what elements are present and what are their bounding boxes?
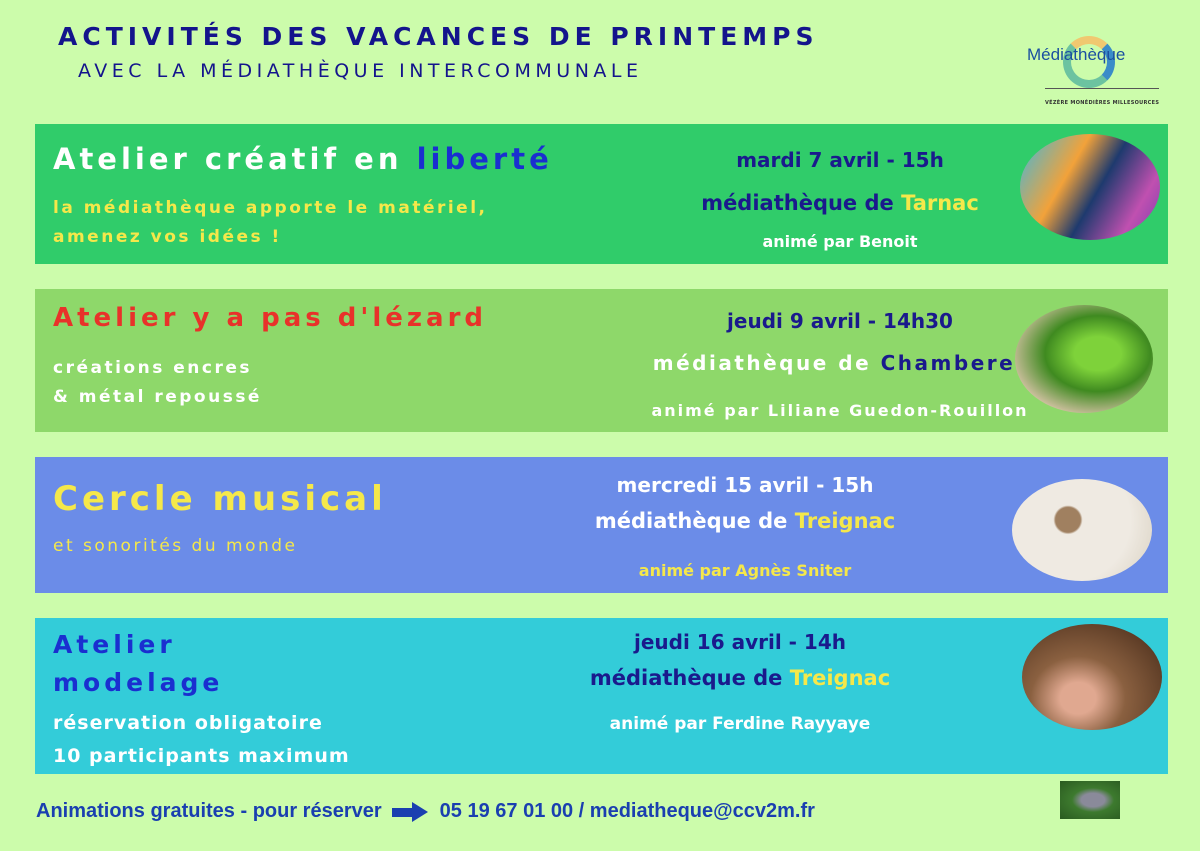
event-title: Atelier y a pas d'lézard [53, 303, 488, 333]
event-host: animé par Liliane Guedon-Rouillon [651, 401, 1029, 420]
event-description: et sonorités du monde [53, 536, 298, 556]
event-place: médiathèque de Tarnac [701, 191, 979, 215]
event-host: animé par Agnès Sniter [638, 561, 852, 580]
event-description: réservation obligatoire 10 participants m… [53, 712, 350, 767]
event-date: jeudi 16 avril - 14h [634, 630, 846, 654]
mediatheque-logo: Médiathèque VÉZÈRE MONÉDIÈRES MILLESOURC… [1015, 30, 1165, 106]
contact-info[interactable]: 05 19 67 01 00 / mediatheque@ccv2m.fr [439, 800, 815, 822]
event-place: médiathèque de Treignac [594, 509, 896, 533]
event-card-1: Atelier créatif en liberté la médiathèqu… [35, 124, 1168, 264]
clay-photo [1022, 624, 1162, 730]
event-title: Atelier créatif en liberté [53, 142, 553, 176]
logo-text: Médiathèque [1027, 45, 1126, 64]
logo-subtext: VÉZÈRE MONÉDIÈRES MILLESOURCES [1045, 88, 1160, 118]
event-card-4: Atelier modelage réservation obligatoire 1… [35, 618, 1168, 774]
lizard-photo [1015, 305, 1153, 413]
pencils-photo [1020, 134, 1160, 240]
event-host: animé par Ferdine Rayyaye [609, 714, 871, 734]
event-description: la médiathèque apporte le matériel, amene… [53, 198, 488, 247]
poster-subtitle: AVEC LA MÉDIATHÈQUE INTERCOMMUNALE [78, 60, 643, 82]
event-date: mardi 7 avril - 15h [736, 148, 944, 172]
instruments-photo [1012, 479, 1152, 581]
event-place: médiathèque de Chamberet [652, 351, 1028, 375]
event-title: Cercle musical [53, 479, 387, 519]
event-place: médiathèque de Treignac [589, 666, 891, 690]
poster-title: ACTIVITÉS DES VACANCES DE PRINTEMPS [58, 22, 819, 51]
event-card-3: Cercle musical et sonorités du monde mer… [35, 457, 1168, 593]
event-host: animé par Benoit [762, 232, 918, 251]
event-date: mercredi 15 avril - 15h [616, 473, 874, 497]
arrow-right-icon [391, 801, 430, 822]
footer: Animations gratuites - pour réserver 05 … [36, 800, 815, 823]
event-description: créations encres & métal repoussé [53, 358, 262, 407]
event-date: jeudi 9 avril - 14h30 [727, 309, 953, 333]
logo-swirl-icon [1063, 36, 1115, 88]
event-card-2: Atelier y a pas d'lézard créations encre… [35, 289, 1168, 432]
event-title: Atelier modelage [53, 630, 224, 697]
turtle-photo [1060, 781, 1120, 819]
footer-text: Animations gratuites - pour réserver [36, 800, 382, 822]
